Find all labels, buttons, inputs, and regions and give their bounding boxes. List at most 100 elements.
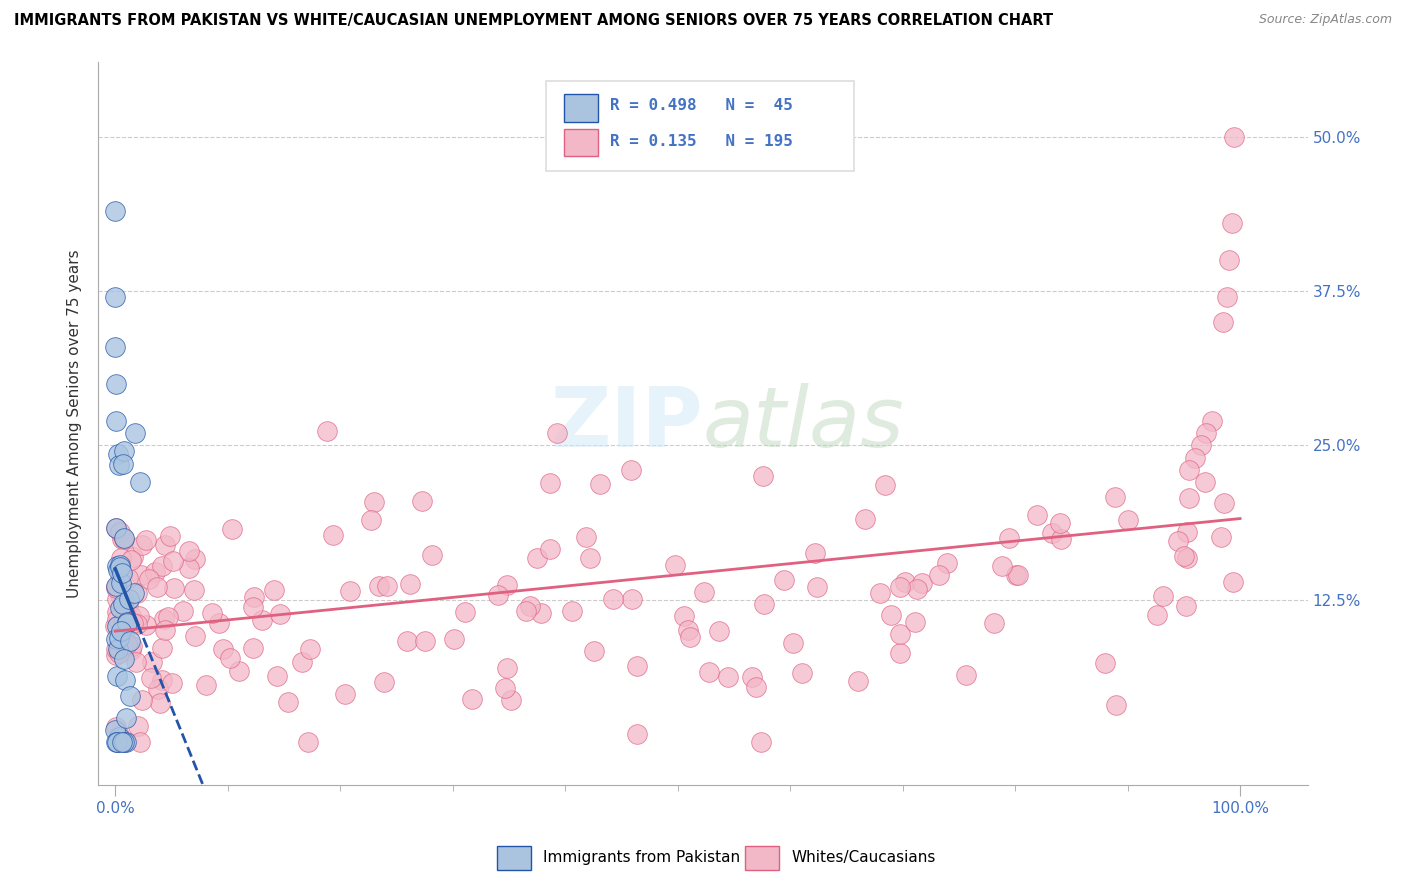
- Point: [1005, 567, 1028, 582]
- Point: [360, 512, 382, 526]
- Point: [526, 551, 548, 566]
- Point: [111, 532, 134, 546]
- Point: [486, 588, 509, 602]
- Point: [115, 615, 138, 630]
- Point: [1146, 608, 1168, 623]
- Point: [177, 544, 200, 558]
- Point: [129, 735, 152, 749]
- Point: [135, 533, 157, 547]
- Point: [110, 601, 132, 615]
- Point: [546, 426, 568, 441]
- Point: [983, 616, 1005, 631]
- Point: [707, 624, 730, 638]
- Point: [333, 687, 356, 701]
- Point: [228, 664, 250, 678]
- Point: [575, 530, 598, 544]
- Point: [991, 558, 1014, 573]
- Point: [105, 414, 128, 428]
- Point: [139, 671, 162, 685]
- Point: [588, 477, 610, 491]
- Point: [363, 494, 385, 508]
- Point: [160, 676, 183, 690]
- Point: [138, 572, 160, 586]
- Point: [515, 603, 537, 617]
- Point: [676, 624, 699, 638]
- Point: [120, 552, 142, 566]
- Point: [120, 689, 142, 703]
- Point: [145, 565, 167, 579]
- Point: [104, 632, 127, 647]
- Point: [112, 652, 135, 666]
- Point: [997, 531, 1019, 545]
- Point: [243, 590, 266, 604]
- Text: Source: ZipAtlas.com: Source: ZipAtlas.com: [1258, 13, 1392, 27]
- FancyBboxPatch shape: [546, 80, 855, 171]
- Point: [322, 528, 344, 542]
- Point: [1116, 512, 1139, 526]
- Point: [129, 567, 152, 582]
- Point: [1184, 450, 1206, 465]
- Bar: [745, 846, 779, 871]
- Point: [120, 609, 142, 624]
- Point: [107, 731, 129, 745]
- Point: [1152, 590, 1174, 604]
- Point: [1050, 532, 1073, 546]
- Point: [889, 627, 911, 641]
- Point: [107, 563, 129, 577]
- Point: [339, 583, 361, 598]
- Point: [561, 603, 583, 617]
- Point: [118, 592, 141, 607]
- Point: [105, 592, 128, 607]
- Point: [1007, 567, 1029, 582]
- Point: [118, 633, 141, 648]
- Point: [112, 458, 135, 472]
- Point: [1213, 496, 1236, 510]
- Point: [250, 613, 273, 627]
- Point: [121, 640, 143, 654]
- Point: [108, 631, 131, 645]
- Point: [263, 582, 285, 597]
- Point: [104, 290, 127, 304]
- Point: [1094, 656, 1116, 670]
- Point: [107, 447, 129, 461]
- Text: R = 0.498   N =  45: R = 0.498 N = 45: [610, 98, 793, 113]
- Point: [461, 691, 484, 706]
- Point: [1189, 438, 1212, 452]
- Point: [853, 512, 876, 526]
- Point: [120, 642, 142, 657]
- Point: [242, 599, 264, 614]
- Text: IMMIGRANTS FROM PAKISTAN VS WHITE/CAUCASIAN UNEMPLOYMENT AMONG SENIORS OVER 75 Y: IMMIGRANTS FROM PAKISTAN VS WHITE/CAUCAS…: [14, 13, 1053, 29]
- Point: [453, 605, 475, 619]
- Point: [1104, 490, 1126, 504]
- Point: [679, 630, 702, 644]
- Point: [1218, 253, 1240, 268]
- Point: [626, 727, 648, 741]
- Point: [242, 640, 264, 655]
- Point: [1175, 550, 1198, 565]
- Point: [955, 668, 977, 682]
- Point: [108, 524, 131, 539]
- Point: [163, 581, 186, 595]
- Text: Whites/Caucasians: Whites/Caucasians: [792, 850, 935, 865]
- Point: [183, 583, 205, 598]
- Point: [869, 586, 891, 600]
- Point: [105, 612, 128, 626]
- Point: [153, 538, 176, 552]
- Point: [156, 609, 179, 624]
- Point: [108, 559, 131, 574]
- Point: [108, 728, 131, 742]
- Point: [131, 692, 153, 706]
- Point: [184, 629, 207, 643]
- Point: [110, 588, 132, 602]
- Point: [1175, 524, 1198, 539]
- Point: [1178, 463, 1201, 477]
- Point: [128, 608, 150, 623]
- Point: [583, 643, 606, 657]
- Point: [299, 641, 322, 656]
- Point: [1104, 698, 1126, 713]
- Point: [112, 531, 135, 545]
- Point: [104, 642, 127, 657]
- Point: [124, 425, 146, 440]
- Point: [110, 550, 132, 565]
- Point: [115, 735, 138, 749]
